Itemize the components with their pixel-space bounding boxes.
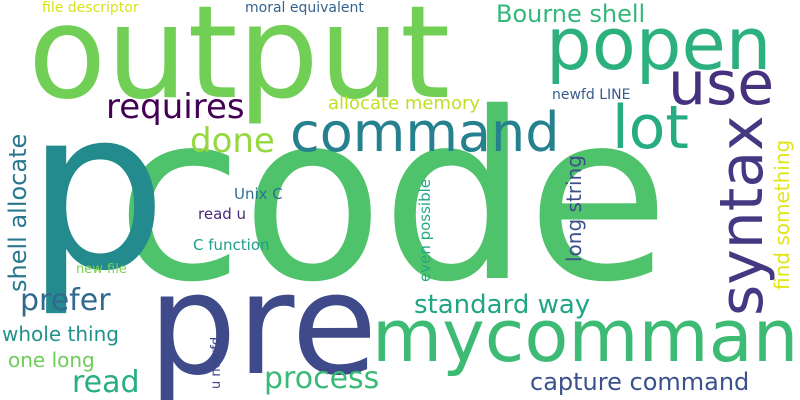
word-mycommand: mycommand <box>372 294 800 378</box>
word-use: use <box>668 49 775 119</box>
word-p: p <box>26 62 167 320</box>
word-lot: lot <box>612 93 689 163</box>
word-capture-command: capture command <box>530 368 750 396</box>
word-newfd-line: newfd LINE <box>552 87 631 103</box>
word-c-function: C function <box>193 236 270 254</box>
word-standard-way: standard way <box>414 290 591 320</box>
word-bourne-shell: Bourne shell <box>496 0 646 28</box>
word-long-string: long string <box>562 155 586 262</box>
word-code: code <box>116 63 669 333</box>
word-new-file: new file <box>76 262 127 277</box>
word-pre: pre <box>148 244 378 400</box>
word-output: output <box>28 0 451 128</box>
word-syntax: syntax <box>707 115 777 316</box>
word-read-u: read u <box>198 205 247 223</box>
word-find-something: find something <box>770 139 794 290</box>
word-shell-allocate: shell allocate <box>4 133 32 292</box>
word-read: read <box>72 365 140 400</box>
word-requires: requires <box>106 87 245 127</box>
word-allocate-memory: allocate memory <box>328 93 481 114</box>
word-done: done <box>190 121 275 161</box>
word-popen: popen <box>546 2 772 86</box>
word-even-possible: even possible <box>416 178 434 282</box>
word-unix-c: Unix C <box>234 185 283 203</box>
word-prefer: prefer <box>20 283 111 318</box>
word-command: command <box>290 101 560 164</box>
word-process: process <box>264 361 380 396</box>
word-u-newfd: u newfd <box>209 336 224 389</box>
word-whole-thing: whole thing <box>2 322 119 346</box>
word-one-long: one long <box>8 348 95 372</box>
word-file-descriptor: file descriptor <box>42 0 139 16</box>
word-moral-equivalent: moral equivalent <box>245 0 364 16</box>
